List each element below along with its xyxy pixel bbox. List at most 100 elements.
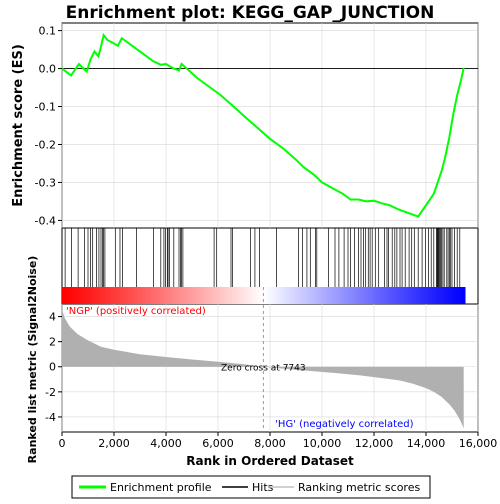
heat-bar-segment xyxy=(393,287,397,304)
heat-bar-segment xyxy=(309,287,313,304)
heat-bar-segment xyxy=(323,287,328,304)
heat-bar-segment xyxy=(223,287,227,304)
heat-bar-segment xyxy=(191,287,195,304)
heat-bar-segment xyxy=(211,287,216,304)
x-tick-label: 10,000 xyxy=(303,437,342,450)
heat-bar-segment xyxy=(459,287,463,304)
ranked-y-ticks: 4 2 0 -2 -4 xyxy=(45,311,62,424)
heat-bar-segment xyxy=(79,287,83,304)
heat-bar-segment xyxy=(177,287,181,304)
heat-bar-segment xyxy=(269,287,273,304)
heat-bar-segment xyxy=(108,287,112,304)
heat-bar-segment xyxy=(312,287,316,304)
heat-bar-segment xyxy=(243,287,247,304)
heat-bar-segment xyxy=(401,287,406,304)
heat-bar-segment xyxy=(398,287,403,304)
heat-bar-segment xyxy=(283,287,288,304)
heat-bar-segment xyxy=(441,287,446,304)
heat-bar-segment xyxy=(361,287,365,304)
heat-bar-segment xyxy=(352,287,357,304)
heat-bar-segment xyxy=(277,287,282,304)
heat-bar-segment xyxy=(413,287,417,304)
ranked-y-tick-label: 2 xyxy=(49,336,56,349)
heat-bar-segment xyxy=(200,287,204,304)
heat-bar-segment xyxy=(249,287,253,304)
heat-bar-segment xyxy=(208,287,213,304)
heat-bar-segment xyxy=(151,287,155,304)
heat-bar-segment xyxy=(329,287,334,304)
heat-bar-segment xyxy=(76,287,80,304)
heat-bar-segment xyxy=(174,287,178,304)
negative-correlation-label: 'HG' (negatively correlated) xyxy=(275,419,413,430)
legend-box xyxy=(71,475,431,499)
heat-bar-segment xyxy=(384,287,388,304)
heat-bar-segment xyxy=(62,287,66,304)
heat-bar-segment xyxy=(131,287,135,304)
heat-bar-segment xyxy=(381,287,385,304)
heat-bar-segment xyxy=(289,287,293,304)
heat-bar-segment xyxy=(326,287,331,304)
heat-bar-segment xyxy=(194,287,198,304)
heat-bar-segment xyxy=(110,287,115,304)
heat-bar-segment xyxy=(416,287,420,304)
heat-bar-segment xyxy=(133,287,138,304)
heat-bar-segment xyxy=(332,287,336,304)
heat-bar-segment xyxy=(102,287,106,304)
heat-bar-segment xyxy=(257,287,262,304)
heat-bar-segment xyxy=(370,287,374,304)
heat-bar-segment xyxy=(113,287,118,304)
heat-bar-segment xyxy=(237,287,241,304)
heat-bar-segment xyxy=(234,287,239,304)
x-axis-ticks: 0 2,000 4,000 6,000 8,000 10,000 12,000 14,000 1… xyxy=(59,432,498,450)
x-tick-label: 0 xyxy=(59,437,66,450)
heat-bar-segment xyxy=(410,287,414,304)
x-axis-label: Rank in Ordered Dataset xyxy=(186,454,354,468)
heat-bar-segment xyxy=(73,287,77,304)
heat-bar-segment xyxy=(70,287,75,304)
heat-bar-segment xyxy=(122,287,126,304)
heat-bar-segment xyxy=(180,287,184,304)
ranked-y-axis-label: Ranked list metric (Signal2Noise) xyxy=(26,256,39,464)
heat-bar-segment xyxy=(148,287,152,304)
heat-bar-segment xyxy=(427,287,431,304)
heat-bar-segment xyxy=(378,287,383,304)
heat-bar-segment xyxy=(128,287,132,304)
heat-bar-segment xyxy=(318,287,322,304)
x-tick-label: 2,000 xyxy=(98,437,130,450)
heat-bar-segment xyxy=(292,287,296,304)
rank-heat-bar xyxy=(62,287,466,304)
heat-bar-segment xyxy=(168,287,172,304)
heat-bar-segment xyxy=(251,287,256,304)
heat-bar-segment xyxy=(119,287,123,304)
x-tick-label: 8,000 xyxy=(254,437,286,450)
x-tick-label: 16,000 xyxy=(459,437,498,450)
zero-cross-label: Zero cross at 7743 xyxy=(221,364,306,374)
enrichment-profile-line xyxy=(61,32,465,218)
es-y-tick-label: -0.1 xyxy=(35,101,56,114)
heat-bar-segment xyxy=(188,287,193,304)
heat-bar-segment xyxy=(254,287,259,304)
es-y-tick-label: -0.3 xyxy=(35,176,56,189)
heat-bar-segment xyxy=(344,287,348,304)
heat-bar-segment xyxy=(203,287,207,304)
heat-bar-segment xyxy=(407,287,411,304)
es-y-ticks: 0.1 0.0 -0.1 -0.2 -0.3 -0.4 xyxy=(35,25,62,227)
heat-bar-segment xyxy=(335,287,339,304)
x-tick-label: 12,000 xyxy=(355,437,394,450)
heat-bar-segment xyxy=(430,287,434,304)
es-y-tick-label: 0.0 xyxy=(39,63,57,76)
legend-label-ranking: Ranking metric scores xyxy=(298,481,420,494)
heat-bar-segment xyxy=(390,287,394,304)
ranked-y-tick-label: -4 xyxy=(45,411,56,424)
heat-bar-segment xyxy=(139,287,144,304)
heat-bar-segment xyxy=(145,287,149,304)
heat-bar-segment xyxy=(321,287,325,304)
es-y-tick-label: -0.2 xyxy=(35,138,56,151)
heat-bar-segment xyxy=(64,287,69,304)
heat-bar-segment xyxy=(90,287,95,304)
heat-bar-segment xyxy=(346,287,351,304)
heat-bar-segment xyxy=(280,287,285,304)
hit-marks xyxy=(64,228,461,287)
